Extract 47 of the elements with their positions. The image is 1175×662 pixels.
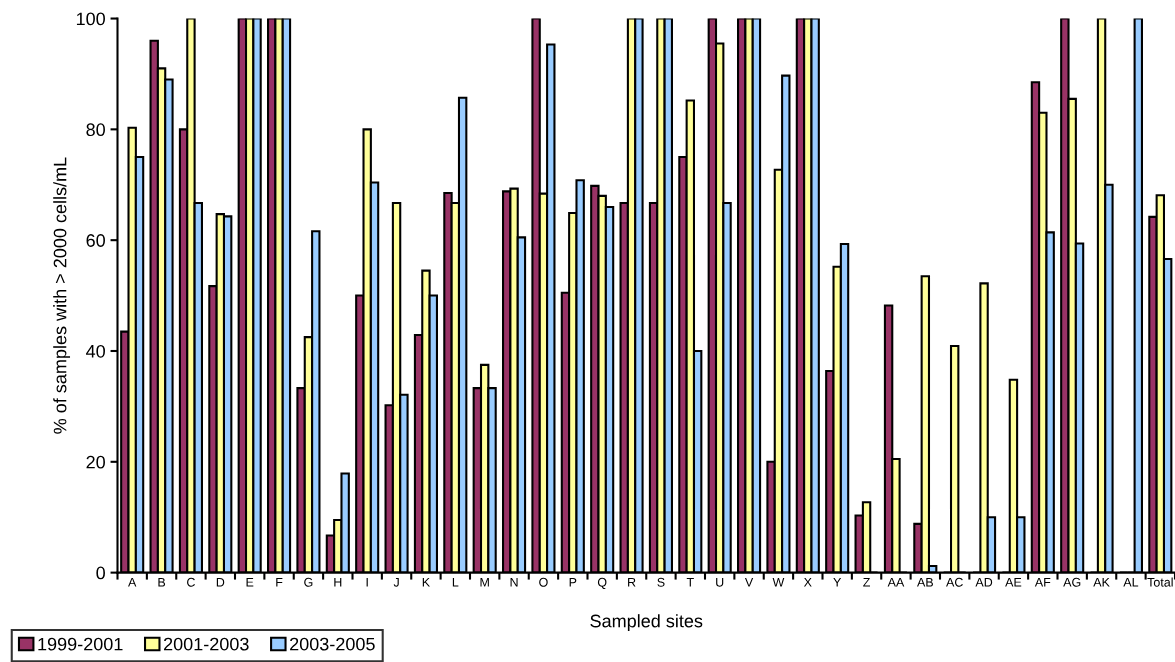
- x-tick-label: AL: [1123, 577, 1139, 587]
- x-tick-label: L: [452, 577, 459, 587]
- legend-label: 2001-2003: [164, 637, 249, 651]
- x-tick-label: K: [422, 577, 430, 587]
- y-axis-title: % of samples with > 2000 cells/mL: [53, 157, 71, 434]
- x-tick-label: AC: [946, 577, 963, 587]
- x-tick-label: U: [716, 577, 724, 587]
- y-tick-label: 80: [86, 123, 105, 137]
- x-tick-label: Total: [1147, 577, 1173, 587]
- x-tick-label: O: [539, 577, 548, 587]
- y-tick-label: 60: [86, 234, 105, 247]
- x-tick-label: AK: [1093, 577, 1110, 587]
- x-tick-label: E: [246, 577, 254, 587]
- x-tick-label: R: [628, 577, 636, 587]
- x-tick-label: H: [334, 577, 342, 587]
- y-tick-label: 20: [86, 455, 105, 469]
- x-tick-label: J: [393, 577, 399, 587]
- x-tick-label: M: [480, 577, 489, 587]
- x-tick-label: X: [803, 577, 812, 587]
- x-tick-label: A: [128, 577, 137, 587]
- x-tick-label: AB: [917, 577, 933, 587]
- legend-label: 1999-2001: [38, 637, 123, 651]
- x-tick-label: W: [772, 577, 785, 587]
- x-tick-label: AF: [1034, 577, 1051, 587]
- y-tick-label: 100: [76, 12, 105, 26]
- x-tick-label: F: [276, 577, 283, 587]
- x-tick-label: T: [686, 577, 694, 587]
- x-tick-label: Z: [863, 577, 870, 587]
- x-tick-label: V: [744, 577, 754, 587]
- y-tick-label: 0: [96, 566, 105, 580]
- x-tick-label: Y: [833, 577, 842, 587]
- x-tick-label: AG: [1063, 577, 1081, 587]
- x-axis-title: Sampled sites: [590, 614, 703, 631]
- x-tick-label: AE: [1005, 577, 1022, 587]
- x-tick-label: Q: [597, 577, 607, 589]
- x-tick-label: B: [158, 577, 166, 587]
- x-tick-label: S: [657, 577, 665, 587]
- x-tick-label: N: [510, 577, 518, 587]
- legend-label: 2003-2005: [290, 637, 375, 651]
- x-tick-label: G: [304, 577, 313, 587]
- y-tick-label: 40: [86, 344, 105, 358]
- x-tick-label: AA: [887, 577, 905, 587]
- x-tick-label: I: [366, 577, 368, 587]
- x-tick-label: P: [569, 577, 577, 587]
- x-tick-label: D: [216, 577, 225, 587]
- x-tick-label: AD: [975, 577, 993, 587]
- x-tick-label: C: [187, 577, 195, 587]
